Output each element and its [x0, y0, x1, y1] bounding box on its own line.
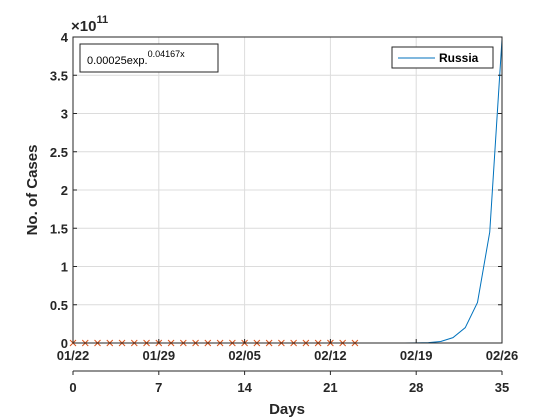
date-tick-label-0: 01/22 — [57, 348, 90, 363]
date-tick-label-3: 02/12 — [314, 348, 347, 363]
x-axis: 0 7 14 21 28 35 — [69, 370, 509, 395]
y-tick-label-0: 0 — [61, 336, 68, 351]
y-tick-label-6: 3 — [61, 107, 68, 122]
x-tick-label-5: 35 — [495, 380, 509, 395]
x-tick-label-1: 7 — [155, 380, 162, 395]
legend: Russia — [391, 46, 494, 69]
equation-annotation: 0.00025exp.0.04167x — [79, 43, 219, 73]
y-tick-label-4: 2 — [61, 183, 68, 198]
equation-box — [79, 43, 219, 73]
y-tick-label-8: 4 — [61, 30, 69, 45]
y-axis: 0 0.5 1 1.5 2 2.5 3 3.5 4 — [50, 30, 502, 351]
date-tick-label-5: 02/26 — [486, 348, 519, 363]
date-tick-label-2: 02/05 — [228, 348, 261, 363]
date-tick-label-4: 02/19 — [400, 348, 433, 363]
y-tick-label-2: 1 — [61, 260, 68, 275]
x-tick-label-4: 28 — [409, 380, 423, 395]
legend-box — [391, 46, 494, 69]
date-axis: 01/22 01/29 02/05 02/12 02/19 02/26 — [57, 339, 519, 363]
y-tick-label-7: 3.5 — [50, 68, 68, 83]
x-tick-label-0: 0 — [69, 380, 76, 395]
y-tick-label-5: 2.5 — [50, 145, 68, 160]
x-axis-label: Days — [269, 401, 305, 418]
equation-text: 0.00025exp.0.04167x — [87, 49, 185, 67]
legend-label-russia: Russia — [439, 51, 479, 65]
x-tick-label-2: 14 — [237, 380, 252, 395]
x-tick-label-3: 21 — [323, 380, 337, 395]
y-axis-label: No. of Cases — [24, 145, 41, 236]
y-tick-label-1: 0.5 — [50, 298, 68, 313]
y-tick-label-3: 1.5 — [50, 221, 68, 236]
y-exponent-label: ×1011 — [71, 14, 108, 35]
date-tick-label-1: 01/29 — [143, 348, 176, 363]
